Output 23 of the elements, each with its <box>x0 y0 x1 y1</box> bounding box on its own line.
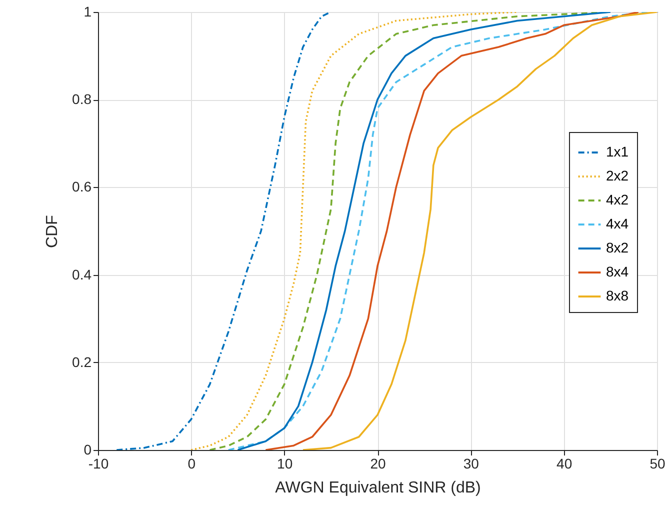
y-tick-label: 1 <box>84 4 92 20</box>
y-tick-label: 0.8 <box>72 91 92 108</box>
y-tick-label: 0.6 <box>72 178 92 195</box>
legend-label: 8x8 <box>606 288 629 304</box>
y-axis-title: CDF <box>44 214 62 248</box>
x-tick-label: 40 <box>556 456 572 472</box>
y-tick-label: 0.2 <box>72 354 92 370</box>
y-tick-label: 0 <box>84 442 92 458</box>
y-tick-label: 0.4 <box>72 266 92 282</box>
line-series <box>190 12 518 450</box>
legend-label: 2x2 <box>606 168 629 184</box>
x-tick-label: 0 <box>188 456 196 472</box>
x-axis-title: AWGN Equivalent SINR (dB) <box>275 480 481 496</box>
legend-label: 4x2 <box>606 192 629 208</box>
legend-label: 8x4 <box>606 264 629 280</box>
x-tick-label: 30 <box>463 456 480 472</box>
legend-label: 4x4 <box>606 216 629 232</box>
x-tick-label: 10 <box>277 456 293 472</box>
x-tick-label: 50 <box>650 456 666 472</box>
x-tick-label: -10 <box>88 456 109 472</box>
x-tick-label: 20 <box>370 456 386 472</box>
legend-label: 1x1 <box>606 144 629 160</box>
legend-label: 8x2 <box>606 240 629 256</box>
